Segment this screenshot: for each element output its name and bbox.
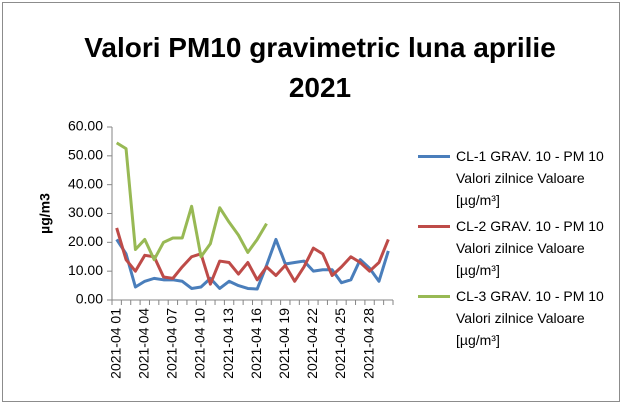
series-line (115, 237, 390, 291)
series-line (115, 227, 390, 286)
legend-swatch (418, 225, 450, 228)
legend-entry: CL-2 GRAV. 10 - PM 10 Valori zilnice Val… (418, 215, 618, 281)
y-tick-label: 0.00 (76, 291, 103, 307)
legend-label: CL-1 GRAV. 10 - PM 10 Valori zilnice Val… (456, 148, 604, 208)
x-tick-label: 2021-04 04 (135, 308, 151, 379)
y-axis-label: µg/m3 (37, 193, 53, 234)
legend-swatch (418, 295, 450, 298)
x-tick-label: 2021-04 16 (248, 308, 264, 379)
x-tick-label: 2021-04 25 (332, 308, 348, 379)
x-tick-label: 2021-04 01 (107, 308, 123, 379)
legend-entry: CL-1 GRAV. 10 - PM 10 Valori zilnice Val… (418, 145, 618, 211)
legend-label: CL-2 GRAV. 10 - PM 10 Valori zilnice Val… (456, 218, 604, 278)
legend-swatch (418, 155, 450, 158)
y-tick-label: 30.00 (68, 204, 103, 220)
chart-title: Valori PM10 gravimetric luna aprilie 202… (84, 32, 556, 103)
y-tick-label: 20.00 (68, 233, 103, 249)
x-tick-label: 2021-04 22 (304, 308, 320, 379)
x-tick-label: 2021-04 19 (276, 308, 292, 379)
legend-label: CL-3 GRAV. 10 - PM 10 Valori zilnice Val… (456, 288, 604, 348)
x-tick-label: 2021-04 13 (220, 308, 236, 379)
legend-entry: CL-3 GRAV. 10 - PM 10 Valori zilnice Val… (418, 285, 618, 351)
y-tick-label: 40.00 (68, 175, 103, 191)
series-line (115, 141, 268, 262)
x-tick-label: 2021-04 07 (164, 308, 180, 379)
x-tick-label: 2021-04 10 (192, 308, 208, 379)
legend: CL-1 GRAV. 10 - PM 10 Valori zilnice Val… (418, 145, 618, 355)
x-tick-label: 2021-04 28 (360, 308, 376, 379)
y-tick-label: 10.00 (68, 262, 103, 278)
y-tick-label: 60.00 (68, 118, 103, 134)
y-tick-label: 50.00 (68, 147, 103, 163)
